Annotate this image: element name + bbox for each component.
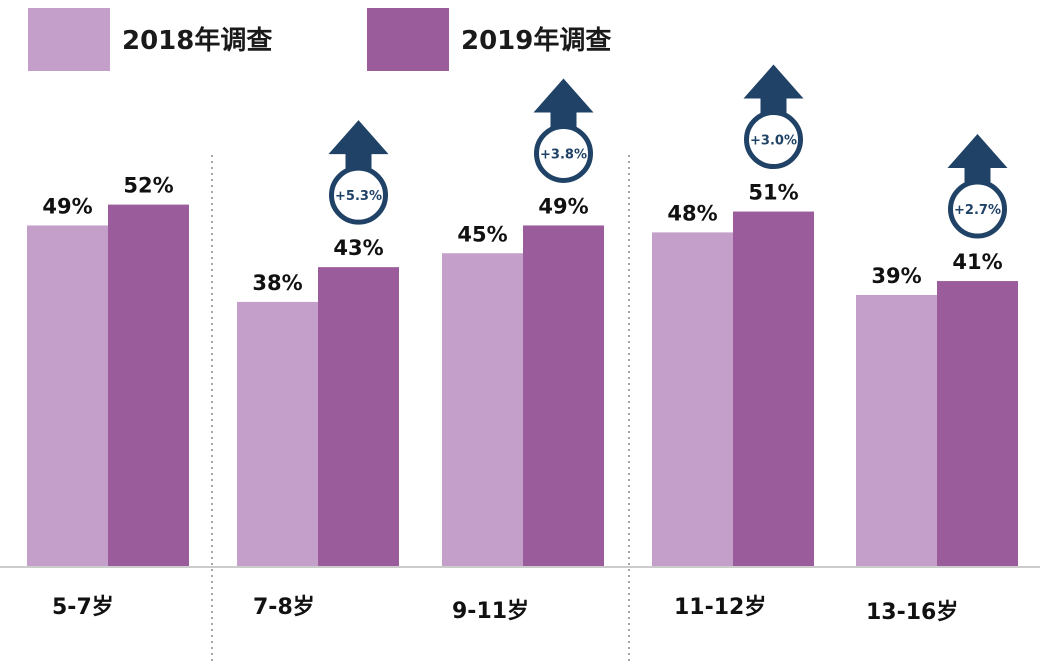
bar-2019-2: [523, 225, 604, 566]
data-label-2019-2: 49%: [538, 194, 588, 218]
bar-2019-4: [937, 281, 1018, 566]
data-label-2018-0: 49%: [42, 194, 92, 218]
data-label-2018-4: 39%: [871, 264, 921, 288]
data-label-2018-3: 48%: [667, 201, 717, 225]
data-label-2019-4: 41%: [952, 250, 1002, 274]
bar-2018-3: [652, 232, 733, 566]
legend-swatch-2018: [28, 8, 110, 71]
category-label-7-8: 7-8岁: [253, 595, 315, 620]
data-label-2019-0: 52%: [123, 174, 173, 198]
bar-2019-1: [318, 267, 399, 566]
data-label-2018-1: 38%: [252, 271, 302, 295]
data-label-2019-1: 43%: [333, 236, 383, 260]
change-label-1: +5.3%: [335, 189, 382, 204]
change-arrow-4: +2.7%: [947, 134, 1008, 239]
bar-2019-3: [733, 211, 814, 567]
data-label-2018-2: 45%: [457, 222, 507, 246]
legend-label-2018: 2018年调查: [122, 26, 273, 56]
change-arrow-3: +3.0%: [743, 64, 804, 170]
legend-swatch-2019: [367, 8, 449, 71]
category-label-9-11: 9-11岁: [452, 599, 530, 624]
bar-2018-2: [442, 253, 523, 566]
bar-2019-0: [108, 204, 189, 566]
bar-2018-1: [237, 301, 318, 566]
category-label-13-16: 13-16岁: [866, 600, 959, 625]
bar-2018-4: [856, 294, 937, 566]
legend-label-2019: 2019年调查: [461, 26, 612, 56]
category-label-5-7: 5-7岁: [52, 595, 114, 620]
change-arrow-1: +5.3%: [328, 120, 389, 225]
change-arrow-2: +3.8%: [533, 78, 594, 183]
category-label-11-12: 11-12岁: [674, 595, 767, 620]
bar-2018-0: [27, 225, 108, 566]
data-label-2019-3: 51%: [748, 181, 798, 205]
change-label-4: +2.7%: [954, 203, 1001, 218]
change-label-3: +3.0%: [750, 134, 797, 149]
change-label-2: +3.8%: [540, 147, 587, 162]
